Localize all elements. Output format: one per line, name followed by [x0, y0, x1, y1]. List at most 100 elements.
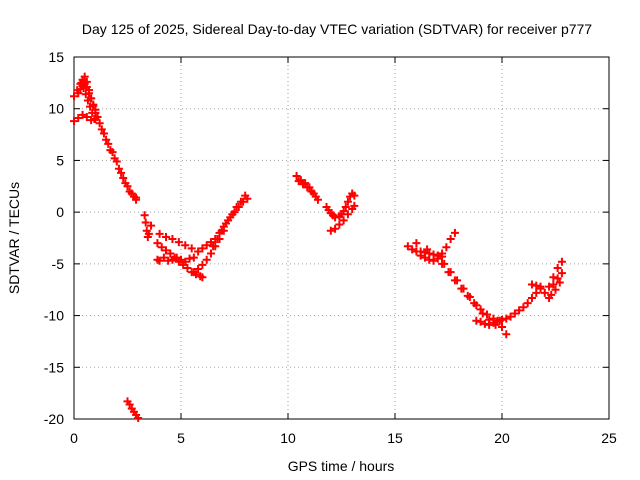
x-tick-label: 25 — [601, 430, 617, 446]
data-point — [213, 235, 222, 244]
y-tick-label: -15 — [44, 359, 64, 375]
data-point — [350, 201, 359, 210]
data-point — [549, 273, 558, 282]
data-point — [179, 260, 188, 269]
data-point — [114, 164, 123, 173]
data-point — [341, 202, 350, 211]
data-point — [181, 241, 190, 250]
x-tick-label: 15 — [387, 430, 403, 446]
y-tick-label: 5 — [56, 152, 64, 168]
data-point — [527, 293, 536, 302]
data-point — [80, 72, 89, 81]
data-point — [198, 260, 207, 269]
data-point — [162, 246, 171, 255]
data-point — [162, 232, 171, 241]
data-point — [298, 180, 307, 189]
data-point — [339, 207, 348, 216]
data-point — [183, 263, 192, 272]
y-tick-label: 10 — [48, 101, 64, 117]
data-point — [83, 96, 92, 105]
data-point — [74, 89, 83, 98]
data-point — [476, 305, 485, 314]
data-point — [189, 268, 198, 277]
data-point — [189, 253, 198, 262]
data-point — [450, 228, 459, 237]
data-point — [123, 182, 132, 191]
data-point — [170, 253, 179, 262]
data-point — [221, 219, 230, 228]
data-point — [403, 242, 412, 251]
data-point — [343, 210, 352, 219]
data-point — [450, 276, 459, 285]
data-point — [532, 281, 541, 290]
data-point — [147, 221, 156, 230]
data-point — [498, 315, 506, 324]
data-point — [119, 174, 128, 183]
data-point — [523, 299, 532, 308]
data-point — [134, 413, 143, 422]
data-point — [515, 306, 524, 315]
x-tick-label: 5 — [177, 430, 185, 446]
data-point — [502, 314, 511, 323]
data-point — [335, 220, 344, 229]
data-point — [198, 273, 207, 282]
data-point — [110, 154, 119, 163]
data-point — [106, 146, 115, 155]
data-point — [81, 90, 90, 99]
data-point — [209, 242, 218, 251]
data-point — [510, 309, 519, 318]
data-point — [423, 245, 432, 254]
data-point — [547, 290, 556, 299]
data-point — [476, 317, 485, 326]
data-point — [412, 239, 421, 248]
data-point — [174, 238, 183, 247]
data-point — [536, 282, 545, 291]
data-point — [70, 92, 78, 101]
data-point — [553, 263, 562, 272]
x-tick-labels: 0 5 10 15 20 25 — [70, 430, 617, 446]
data-point — [206, 249, 215, 258]
data-point — [331, 224, 340, 233]
chart-title: Day 125 of 2025, Sidereal Day-to-day VTE… — [82, 21, 592, 37]
data-point — [557, 269, 566, 278]
y-tick-labels: -20 -15 -10 -5 0 5 10 15 — [44, 49, 64, 427]
data-point — [141, 218, 150, 227]
data-point — [444, 268, 453, 277]
data-point — [243, 194, 252, 203]
data-point — [86, 102, 95, 111]
data-point — [168, 235, 177, 244]
data-point — [307, 187, 316, 196]
data-point — [498, 322, 506, 331]
data-point — [140, 211, 149, 220]
y-tick-label: 15 — [48, 49, 64, 65]
x-tick-label: 20 — [494, 430, 510, 446]
data-point — [311, 192, 320, 201]
data-point — [478, 309, 487, 318]
data-point — [194, 247, 203, 256]
data-point — [446, 235, 455, 244]
x-tick-label: 0 — [70, 430, 78, 446]
data-point — [198, 244, 207, 253]
data-point — [408, 245, 417, 254]
data-point — [206, 238, 215, 247]
data-point — [527, 280, 536, 289]
data-point — [79, 84, 88, 93]
data-point — [483, 310, 492, 319]
data-point — [230, 208, 239, 217]
y-tick-label: -10 — [44, 308, 64, 324]
data-point — [78, 110, 87, 119]
data-point — [155, 256, 164, 265]
data-point — [433, 251, 442, 260]
data-point — [485, 320, 494, 329]
data-point — [506, 312, 515, 321]
data-point — [74, 114, 83, 123]
data-point — [557, 257, 566, 266]
data-point — [343, 197, 352, 206]
data-point — [339, 216, 348, 225]
data-point — [82, 112, 91, 121]
data-point — [551, 285, 560, 294]
data-point — [326, 226, 335, 235]
data-point — [540, 288, 549, 297]
axis-ticks — [73, 56, 610, 420]
data-points — [70, 72, 566, 422]
